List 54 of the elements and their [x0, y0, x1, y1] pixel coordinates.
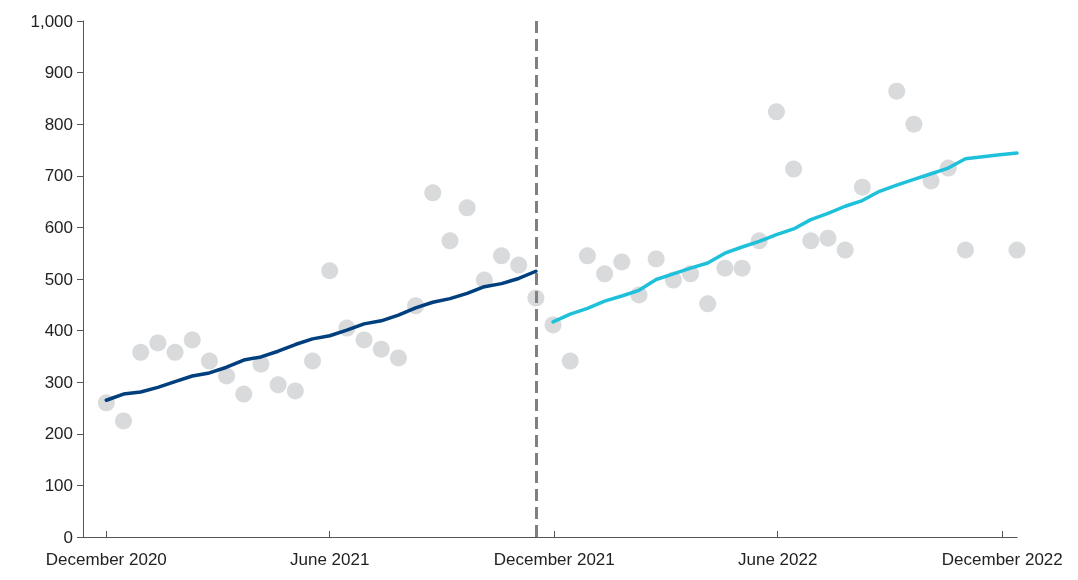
point: [802, 232, 820, 250]
point: [613, 253, 631, 271]
point: [493, 247, 511, 265]
point: [510, 256, 528, 274]
point: [458, 199, 476, 217]
point: [304, 352, 322, 370]
point: [596, 265, 614, 283]
point: [286, 382, 304, 400]
point: [905, 115, 923, 133]
point: [200, 352, 218, 370]
x-tick-label: June 2022: [737, 550, 818, 569]
point: [424, 184, 442, 202]
y-tick-label: 800: [44, 114, 73, 134]
point: [269, 376, 287, 394]
x-tick-label: December 2021: [493, 550, 615, 569]
point: [441, 232, 459, 250]
point: [767, 103, 785, 121]
point: [716, 259, 734, 277]
point: [372, 340, 390, 358]
y-tick-label: 200: [44, 424, 73, 444]
point: [647, 250, 665, 268]
point: [785, 160, 803, 178]
y-tick-label: 600: [44, 217, 73, 237]
point: [183, 331, 201, 349]
x-tick-label: December 2022: [941, 550, 1063, 569]
point: [733, 259, 751, 277]
point: [115, 412, 132, 430]
y-tick-label: 1,000: [30, 11, 73, 31]
point: [218, 367, 236, 385]
point: [166, 343, 184, 361]
x-tick-label: December 2020: [45, 550, 167, 569]
y-tick-label: 100: [44, 475, 73, 495]
point: [149, 334, 167, 352]
point: [578, 247, 596, 265]
point: [819, 229, 837, 247]
point: [956, 241, 974, 259]
point: [389, 349, 407, 367]
point: [235, 385, 253, 403]
y-tick-label: 300: [44, 372, 73, 392]
y-tick-label: 700: [44, 166, 73, 186]
point: [853, 178, 871, 196]
point: [888, 82, 906, 100]
x-tick-label: June 2021: [289, 550, 370, 569]
point: [836, 241, 854, 259]
y-tick-label: 0: [63, 527, 73, 547]
point: [355, 331, 373, 349]
point: [699, 295, 717, 313]
point: [321, 262, 339, 280]
point: [132, 343, 150, 361]
point: [561, 352, 579, 370]
y-tick-label: 400: [44, 321, 73, 341]
y-tick-label: 900: [44, 63, 73, 83]
point: [1008, 241, 1026, 259]
y-tick-label: 500: [44, 269, 73, 289]
